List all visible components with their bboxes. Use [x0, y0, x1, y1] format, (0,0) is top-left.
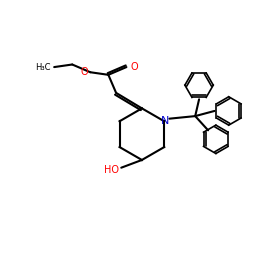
- Text: N: N: [161, 116, 170, 126]
- Text: H₃C: H₃C: [35, 63, 50, 71]
- Text: HO: HO: [104, 165, 119, 175]
- Text: O: O: [80, 67, 88, 77]
- Text: O: O: [130, 62, 138, 72]
